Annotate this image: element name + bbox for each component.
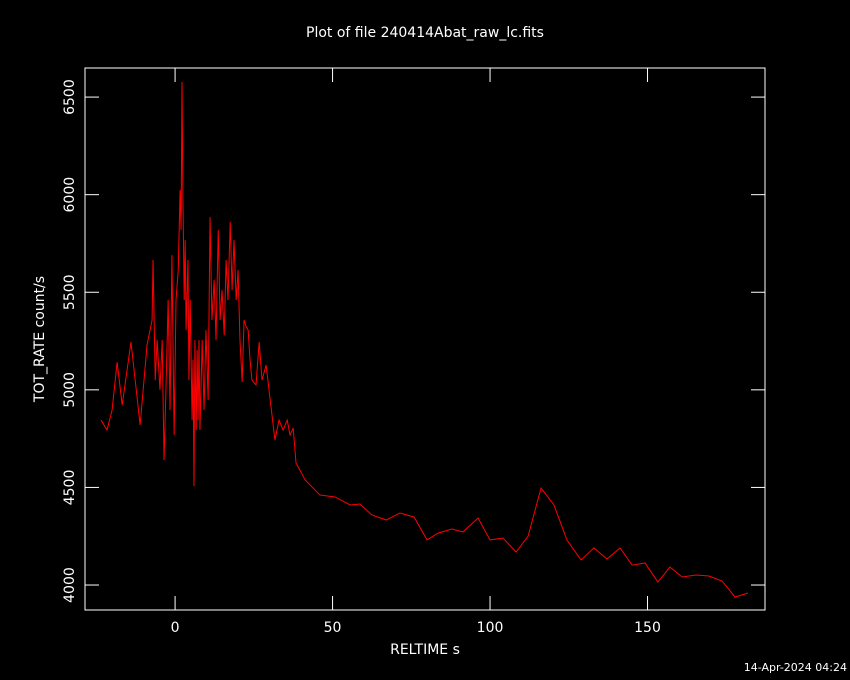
x-tick-label: 100 bbox=[477, 620, 504, 636]
y-tick-label: 5500 bbox=[62, 274, 78, 310]
x-tick-label: 50 bbox=[324, 620, 342, 636]
chart-title: Plot of file 240414Abat_raw_lc.fits bbox=[306, 25, 544, 41]
footer: 14-Apr-2024 04:24 bbox=[744, 661, 847, 674]
x-tick-label: 0 bbox=[171, 620, 180, 636]
y-tick-label: 4500 bbox=[62, 470, 78, 506]
x-tick-label: 150 bbox=[634, 620, 661, 636]
data-line bbox=[100, 82, 749, 598]
x-axis-label: RELTIME s bbox=[390, 642, 460, 658]
y-tick-label: 6500 bbox=[62, 79, 78, 115]
plot-frame bbox=[84, 67, 766, 611]
y-tick-label: 4000 bbox=[62, 567, 78, 603]
y-axis-label: TOT_RATE count/s bbox=[32, 276, 48, 403]
y-tick-label: 5000 bbox=[62, 372, 78, 408]
y-tick-label: 6000 bbox=[62, 177, 78, 213]
